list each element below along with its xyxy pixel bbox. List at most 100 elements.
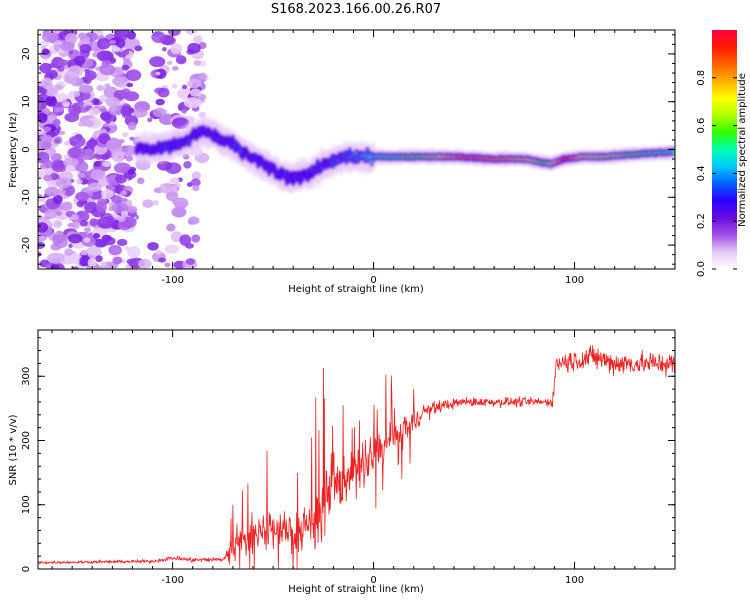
noise-blob xyxy=(125,69,142,82)
noise-blob xyxy=(83,227,92,233)
noise-blob xyxy=(72,266,79,269)
noise-blob xyxy=(158,257,167,263)
noise-blob xyxy=(44,159,54,169)
noise-blob xyxy=(106,138,122,151)
noise-blob xyxy=(193,35,203,44)
snr-panel: -100 0 100 0 100 200 300 Height of straight l… xyxy=(8,329,676,595)
snr-y-tick-label: 300 xyxy=(21,367,32,386)
noise-blob xyxy=(162,47,167,52)
noise-blob xyxy=(142,199,154,208)
noise-blob xyxy=(46,114,56,122)
noise-blob xyxy=(121,64,130,71)
noise-blob xyxy=(77,32,88,40)
noise-blob xyxy=(164,262,171,268)
noise-blob xyxy=(68,243,73,249)
colorbar-label: Normalized spectral amplitude xyxy=(737,73,748,227)
noise-blob xyxy=(79,220,88,227)
noise-blob xyxy=(167,30,181,37)
noise-blob xyxy=(54,138,61,144)
spectrogram-y-tick-label: -10 xyxy=(21,189,32,205)
noise-blob xyxy=(187,219,195,225)
noise-blob xyxy=(99,64,116,76)
noise-blob xyxy=(60,41,75,52)
noise-blob xyxy=(155,98,165,106)
noise-blob xyxy=(155,71,161,76)
noise-blob xyxy=(85,119,94,127)
spectrogram-x-tick-label: -100 xyxy=(161,275,184,286)
noise-blob xyxy=(155,68,167,79)
noise-blob xyxy=(127,122,137,131)
noise-blob xyxy=(191,171,201,181)
noise-blob xyxy=(75,160,89,173)
noise-blob xyxy=(88,107,100,116)
noise-blob xyxy=(173,260,186,269)
noise-blob xyxy=(138,258,152,269)
noise-blob xyxy=(87,257,97,268)
noise-blob xyxy=(115,174,127,184)
noise-blob xyxy=(172,83,178,89)
noise-blob xyxy=(147,117,153,123)
noise-blob xyxy=(166,60,173,65)
colorbar-tick-label: 0.4 xyxy=(696,165,707,181)
noise-blob xyxy=(188,98,198,106)
noise-blob xyxy=(126,205,138,214)
noise-blob xyxy=(65,164,75,173)
noise-blob xyxy=(80,249,88,256)
noise-blob xyxy=(58,130,66,136)
noise-blob xyxy=(159,183,173,194)
spectrogram-y-tick-label: 10 xyxy=(21,95,32,108)
noise-blob xyxy=(174,182,181,188)
noise-blob xyxy=(187,78,202,89)
noise-blob xyxy=(60,201,72,211)
noise-blob xyxy=(43,174,52,182)
ridge-core xyxy=(672,150,675,155)
noise-blob xyxy=(41,31,59,43)
noise-blob xyxy=(92,233,101,239)
noise-blob xyxy=(166,223,176,232)
noise-blob xyxy=(75,191,90,202)
noise-blob xyxy=(172,66,179,71)
noise-blob xyxy=(120,88,131,99)
noise-blob xyxy=(191,234,201,243)
noise-blob xyxy=(93,160,102,167)
noise-blob xyxy=(121,190,128,196)
snr-y-ticks: 0 100 200 300 xyxy=(21,337,675,572)
noise-blob xyxy=(41,48,50,56)
noise-blob xyxy=(152,200,159,206)
noise-blob xyxy=(52,234,59,241)
spectrogram-marks xyxy=(38,30,675,269)
noise-blob xyxy=(108,105,124,116)
noise-blob xyxy=(55,177,72,189)
noise-blob xyxy=(44,186,60,197)
noise-blob xyxy=(111,195,123,205)
noise-blob xyxy=(38,94,44,103)
spectrogram-x-tick-label: 0 xyxy=(370,275,376,286)
snr-x-tick-label: 100 xyxy=(565,575,584,586)
noise-blob xyxy=(53,107,60,113)
noise-blob xyxy=(117,215,126,222)
noise-blob xyxy=(55,221,62,227)
noise-blob xyxy=(90,169,106,181)
noise-blob xyxy=(77,121,86,127)
noise-blob xyxy=(109,121,116,126)
noise-blob xyxy=(57,59,68,67)
noise-blob xyxy=(42,107,51,115)
noise-blob xyxy=(127,246,141,259)
noise-blob xyxy=(76,178,83,185)
noise-blob xyxy=(44,209,57,220)
noise-blob xyxy=(114,30,130,38)
colorbar-tick-label: 0.8 xyxy=(696,70,707,86)
noise-blob xyxy=(125,154,134,162)
noise-blob xyxy=(164,244,180,254)
noise-blob xyxy=(38,222,49,233)
snr-x-ticks: -100 0 100 xyxy=(51,330,676,586)
noise-blob xyxy=(189,88,202,97)
noise-blob xyxy=(84,70,97,81)
noise-blob xyxy=(155,249,162,255)
snr-x-tick-label: -100 xyxy=(161,575,184,586)
noise-blob xyxy=(39,134,53,144)
noise-blob xyxy=(59,189,67,195)
noise-blob xyxy=(147,241,159,251)
noise-blob xyxy=(126,258,137,265)
